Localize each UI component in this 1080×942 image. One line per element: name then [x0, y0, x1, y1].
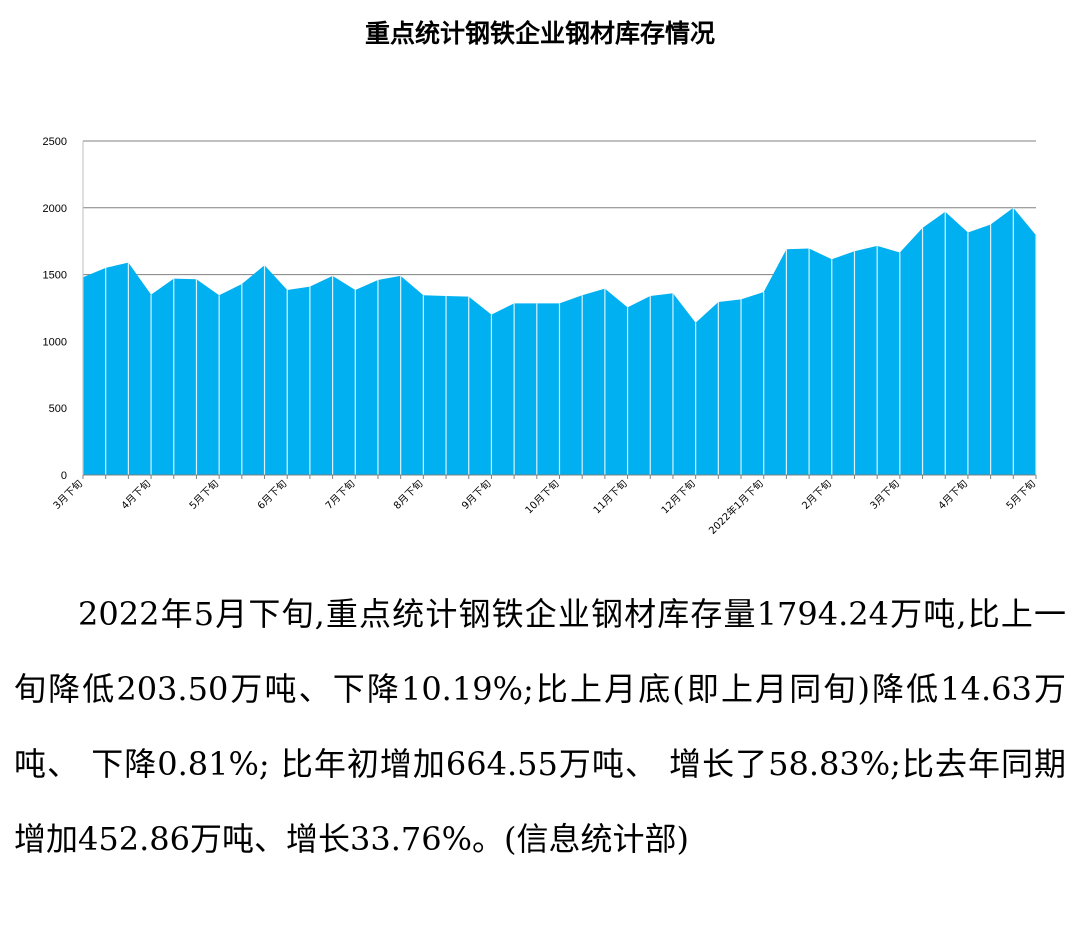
x-tick-label: 12月下旬 [658, 477, 697, 516]
x-tick-label: 2月下旬 [799, 477, 834, 512]
x-tick-label: 3月下旬 [867, 477, 902, 512]
x-tick-label: 5月下旬 [186, 477, 221, 512]
y-tick-label: 500 [49, 403, 67, 415]
x-tick-label: 7月下旬 [322, 477, 357, 512]
x-tick-label: 4月下旬 [935, 477, 970, 512]
y-tick-label: 2500 [43, 136, 67, 148]
x-tick-label: 11月下旬 [590, 477, 629, 516]
x-tick-label: 6月下旬 [254, 477, 289, 512]
x-tick-label: 10月下旬 [522, 477, 561, 516]
x-tick-label: 8月下旬 [391, 477, 426, 512]
y-tick-label: 2000 [43, 203, 67, 215]
x-tick-label: 3月下旬 [50, 477, 85, 512]
x-tick-label: 2022年1月下旬 [706, 477, 766, 537]
x-tick-label: 4月下旬 [118, 477, 153, 512]
x-tick-label: 9月下旬 [459, 477, 494, 512]
y-tick-label: 1000 [43, 336, 67, 348]
x-tick-label: 5月下旬 [1003, 477, 1038, 512]
chart-title: 重点统计钢铁企业钢材库存情况 [364, 19, 715, 48]
y-tick-label: 0 [61, 470, 67, 482]
chart-area: 0 500 1000 1500 2000 2500 3月下旬 4月下旬 5月下旬 6月下旬 7月下… [43, 136, 1039, 537]
summary-paragraph: 2022年5月下旬,重点统计钢铁企业钢材库存量1794.24万吨,比上一旬降低2… [14, 595, 1066, 858]
y-tick-label: 1500 [43, 270, 67, 282]
